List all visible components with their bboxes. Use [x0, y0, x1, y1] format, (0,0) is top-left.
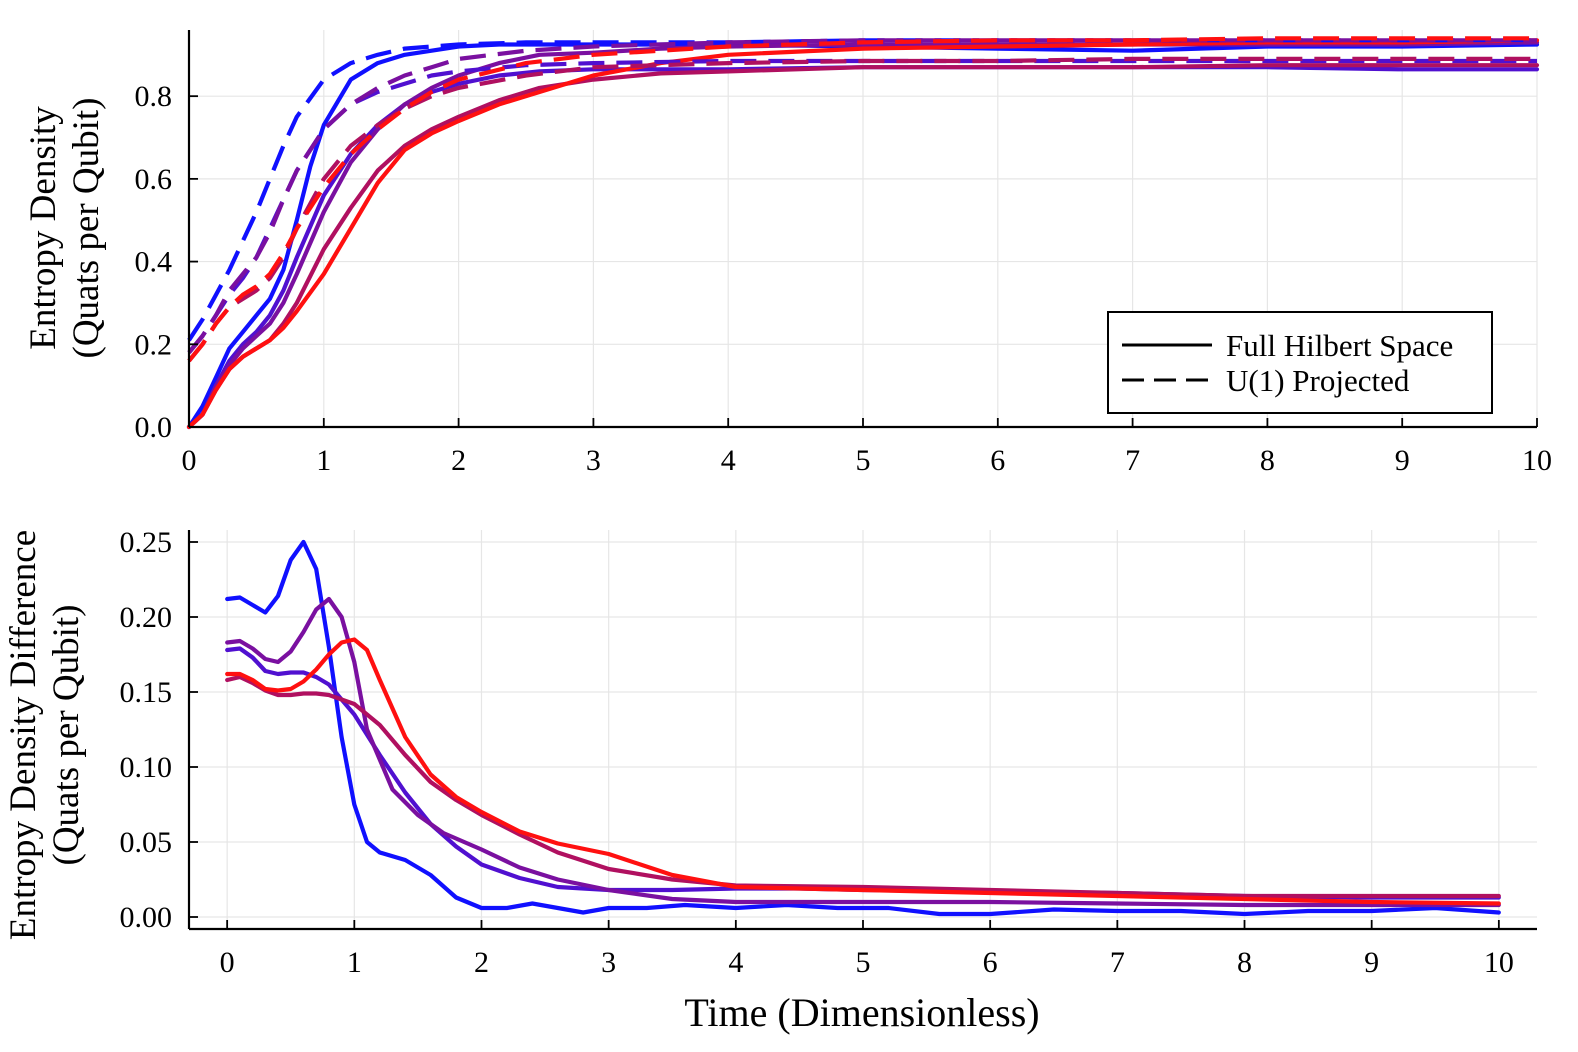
top-xtick-label-7: 7	[1125, 444, 1140, 477]
bottom-ylabel-line1: Entropy Density Difference	[3, 530, 44, 940]
bottom-xtick-label-4: 4	[728, 946, 743, 979]
legend-label-u1: U(1) Projected	[1226, 363, 1410, 398]
top-grid	[188, 30, 1538, 428]
bottom-ytick-label-0: 0.00	[120, 901, 173, 934]
bottom-xtick-label-0: 0	[220, 946, 235, 979]
top-ylabel-line1: Entropy Density	[23, 106, 64, 350]
top-series-full-5	[186, 38, 1540, 430]
bottom-xtick-label-3: 3	[601, 946, 616, 979]
legend-box	[1107, 311, 1493, 414]
top-xtick-label-2: 2	[451, 444, 466, 477]
bottom-tick-labels: 0 1 2 3 4 5 6 7 8 9 10 0.00 0.05 0.10 0.15 0.20 0.25	[120, 526, 1514, 979]
bottom-xtick-label-8: 8	[1237, 946, 1252, 979]
legend: Full Hilbert Space U(1) Projected	[1107, 311, 1493, 414]
bottom-ytick-label-2: 0.10	[120, 751, 173, 784]
top-series-u1-3	[187, 38, 1537, 354]
bottom-xtick-label-6: 6	[983, 946, 998, 979]
bottom-ytick-label-4: 0.20	[120, 601, 173, 634]
bottom-series-group	[225, 539, 1501, 917]
bottom-xtick-label-10: 10	[1484, 946, 1514, 979]
bottom-ylabel-line2: (Quats per Qubit)	[46, 605, 87, 866]
bottom-series-diff-1	[225, 539, 1501, 917]
top-xtick-label-10: 10	[1522, 444, 1552, 477]
bottom-xtick-label-2: 2	[474, 946, 489, 979]
bottom-ytick-label-5: 0.25	[120, 526, 173, 559]
bottom-ytick-label-1: 0.05	[120, 826, 173, 859]
top-xtick-label-4: 4	[721, 444, 736, 477]
top-ytick-label-3: 0.6	[135, 163, 173, 196]
bottom-xtick-label-7: 7	[1110, 946, 1125, 979]
top-xtick-label-5: 5	[856, 444, 871, 477]
bottom-axes	[187, 530, 1537, 931]
top-series-u1-5	[187, 36, 1537, 363]
top-tick-labels: 0 1 2 3 4 5 6 7 8 9 10 0.0 0.2 0.4 0.6 0.8	[135, 80, 1553, 477]
legend-label-full: Full Hilbert Space	[1226, 328, 1453, 363]
top-axes	[187, 30, 1538, 429]
top-xtick-label-9: 9	[1395, 444, 1410, 477]
bottom-panel: 0 1 2 3 4 5 6 7 8 9 10 0.00 0.05 0.10 0.15 0.20 0.25 Ent…	[3, 526, 1537, 1035]
top-ytick-label-2: 0.4	[135, 246, 173, 279]
top-ytick-label-1: 0.2	[135, 328, 173, 361]
top-ytick-label-4: 0.8	[135, 80, 173, 113]
bottom-series-diff-5	[225, 637, 1501, 906]
top-series-full-3	[186, 40, 1540, 430]
bottom-series-diff-3	[225, 596, 1501, 908]
top-series-group	[186, 36, 1540, 430]
top-xtick-label-6: 6	[990, 444, 1005, 477]
top-panel: 0 1 2 3 4 5 6 7 8 9 10 0.0 0.2 0.4 0.6 0.8 Entropy Dens…	[23, 30, 1552, 477]
top-ylabel-line2: (Quats per Qubit)	[66, 98, 107, 359]
bottom-xtick-label-9: 9	[1364, 946, 1379, 979]
bottom-xlabel: Time (Dimensionless)	[684, 990, 1039, 1035]
top-xtick-label-3: 3	[586, 444, 601, 477]
top-xtick-label-0: 0	[182, 444, 197, 477]
top-xtick-label-1: 1	[316, 444, 331, 477]
bottom-ytick-label-3: 0.15	[120, 676, 173, 709]
bottom-xtick-label-1: 1	[347, 946, 362, 979]
bottom-series-diff-4	[225, 674, 1501, 899]
bottom-xtick-label-5: 5	[856, 946, 871, 979]
top-xtick-label-8: 8	[1260, 444, 1275, 477]
top-ytick-label-0: 0.0	[135, 411, 173, 444]
